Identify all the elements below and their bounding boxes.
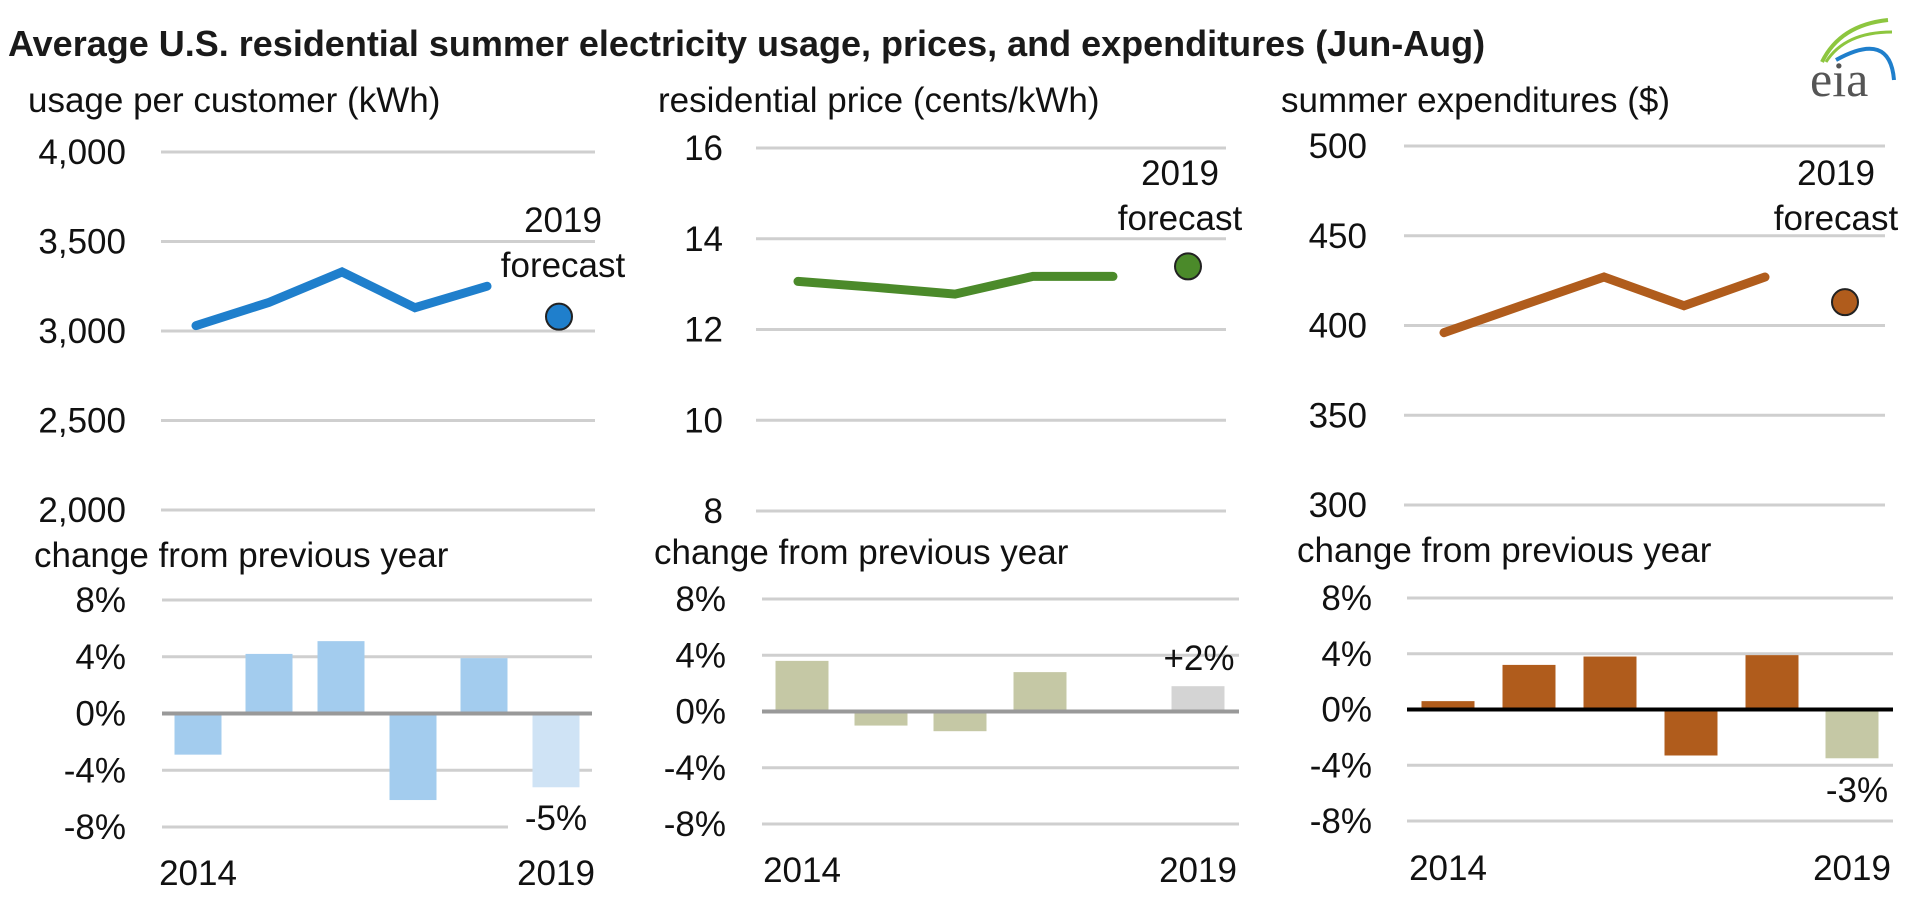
- data-label-2019: -3%: [1826, 771, 1888, 810]
- bar-2017: [1013, 672, 1067, 712]
- y-tick-label: 8%: [75, 581, 126, 620]
- bar-2016: [933, 711, 987, 732]
- line-chart-1: usage per customer (kWh) 4,000 3,500 3,000 2…: [28, 81, 626, 530]
- x-tick-label: 2019: [1813, 849, 1891, 888]
- line-chart-3: summer expenditures ($) 500 450 400 350 300 20…: [1281, 81, 1899, 525]
- y-tick-label: -8%: [1310, 802, 1372, 841]
- forecast-point: [1174, 252, 1202, 281]
- bar-2014: [174, 713, 222, 755]
- y-tick-label: 350: [1309, 396, 1367, 435]
- bar-chart-4: change from previous year 8% 4% 0% -4% -8% -5%…: [34, 536, 595, 893]
- y-tick-label: 2,500: [38, 402, 126, 441]
- eia-logo: eia: [1810, 18, 1896, 107]
- data-label-2019: +2%: [1163, 639, 1234, 678]
- x-tick-label: 2014: [763, 851, 841, 890]
- data-label-2019: -5%: [525, 799, 587, 838]
- y-tick-label: -8%: [664, 805, 726, 844]
- data-line: [793, 271, 1118, 299]
- y-tick-label: 4,000: [38, 133, 126, 172]
- x-tick-label: 2019: [1159, 851, 1237, 890]
- y-tick-label: 3,500: [38, 223, 126, 262]
- y-tick-label: 4%: [675, 636, 726, 675]
- y-tick-label: 500: [1309, 127, 1367, 166]
- bar-2016: [1583, 656, 1637, 710]
- y-tick-label: -4%: [1310, 746, 1372, 785]
- panel-title: change from previous year: [34, 536, 449, 575]
- forecast-label-year: 2019: [1797, 154, 1875, 193]
- y-tick-label: 3,000: [38, 312, 126, 351]
- bar-2014: [1421, 701, 1475, 710]
- forecast-point: [1831, 288, 1859, 317]
- bar-2017: [1664, 709, 1718, 756]
- y-tick-label: 8%: [675, 580, 726, 619]
- y-tick-label: 14: [684, 220, 723, 259]
- bar-chart-6: change from previous year 8% 4% 0% -4% -8% -3%…: [1297, 531, 1893, 888]
- x-tick-label: 2019: [517, 854, 595, 893]
- y-tick-label: 8: [704, 492, 723, 531]
- bar-2019: [1171, 686, 1225, 712]
- forecast-label-text: forecast: [1118, 199, 1243, 238]
- panel-title: residential price (cents/kWh): [658, 81, 1100, 120]
- y-tick-label: -4%: [664, 749, 726, 788]
- y-tick-label: 12: [684, 311, 723, 350]
- y-tick-label: 0%: [1321, 691, 1372, 730]
- bar-2015: [854, 711, 908, 726]
- y-tick-label: -4%: [64, 751, 126, 790]
- bar-2018: [1745, 655, 1799, 710]
- y-tick-label: 2,000: [38, 491, 126, 530]
- bar-2016: [317, 641, 365, 714]
- forecast-label-text: forecast: [501, 246, 626, 285]
- x-tick-label: 2014: [159, 854, 237, 893]
- forecast-label-text: forecast: [1774, 199, 1899, 238]
- bar-2015: [245, 653, 293, 714]
- bar-2019: [532, 713, 580, 788]
- y-tick-label: 4%: [75, 638, 126, 677]
- bar-2019: [1825, 709, 1879, 759]
- y-tick-label: 0%: [675, 693, 726, 732]
- y-tick-label: 16: [684, 129, 723, 168]
- bar-chart-5: change from previous year 8% 4% 0% -4% -8% +2%…: [654, 533, 1239, 890]
- bar-2018: [460, 658, 508, 714]
- y-tick-label: 8%: [1321, 579, 1372, 618]
- bar-2014: [775, 660, 829, 712]
- bar-2017: [389, 713, 437, 801]
- y-tick-label: 0%: [75, 695, 126, 734]
- x-tick-label: 2014: [1409, 849, 1487, 888]
- y-tick-label: 4%: [1321, 635, 1372, 674]
- panel-title: summer expenditures ($): [1281, 81, 1670, 120]
- y-tick-label: -8%: [64, 808, 126, 847]
- panel-title: usage per customer (kWh): [28, 81, 440, 120]
- bar-2015: [1502, 664, 1556, 710]
- forecast-label-year: 2019: [1141, 154, 1219, 193]
- forecast-label-year: 2019: [524, 201, 602, 240]
- line-chart-2: residential price (cents/kWh) 16 14 12 10 8 20…: [658, 81, 1243, 531]
- y-tick-label: 450: [1309, 217, 1367, 256]
- forecast-point: [545, 302, 573, 331]
- svg-text:eia: eia: [1810, 51, 1868, 107]
- chart-title: Average U.S. residential summer electric…: [8, 23, 1485, 64]
- y-tick-label: 400: [1309, 307, 1367, 346]
- panel-title: change from previous year: [1297, 531, 1712, 570]
- data-line: [191, 266, 492, 331]
- y-tick-label: 10: [684, 401, 723, 440]
- panel-title: change from previous year: [654, 533, 1069, 572]
- y-tick-label: 300: [1309, 486, 1367, 525]
